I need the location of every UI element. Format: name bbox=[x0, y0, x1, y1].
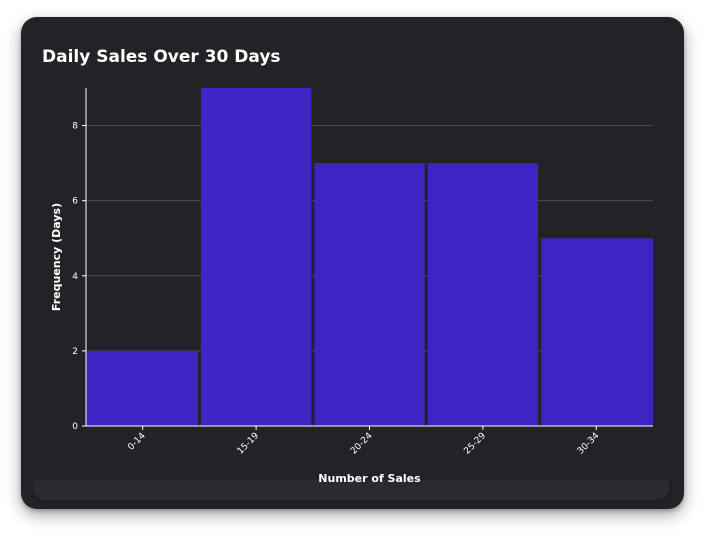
bars bbox=[86, 88, 653, 426]
x-tick-label: 0-14 bbox=[126, 431, 148, 453]
bar-30-34 bbox=[541, 238, 653, 426]
x-tick-label: 30-34 bbox=[576, 431, 602, 457]
y-ticks: 0 2 4 6 8 bbox=[72, 122, 86, 432]
y-tick-label: 0 bbox=[72, 422, 78, 432]
bar-20-24 bbox=[314, 163, 425, 426]
x-axis-title: Number of Sales bbox=[318, 472, 421, 485]
bar-25-29 bbox=[427, 163, 539, 426]
chart-card-base bbox=[33, 480, 669, 500]
x-tick-label: 20-24 bbox=[349, 431, 375, 457]
y-axis-title: Frequency (Days) bbox=[50, 203, 63, 311]
y-tick-label: 2 bbox=[72, 347, 78, 357]
chart-title: Daily Sales Over 30 Days bbox=[42, 47, 281, 67]
y-tick-label: 6 bbox=[72, 197, 78, 207]
bar-0-14 bbox=[86, 350, 198, 426]
y-tick-label: 4 bbox=[72, 272, 78, 282]
x-tick-label: 15-19 bbox=[236, 431, 262, 457]
bar-15-19 bbox=[200, 88, 312, 426]
x-ticks: 0-14 15-19 20-24 25-29 30-34 bbox=[126, 426, 602, 457]
x-tick-label: 25-29 bbox=[462, 431, 488, 457]
y-tick-label: 8 bbox=[72, 122, 78, 132]
